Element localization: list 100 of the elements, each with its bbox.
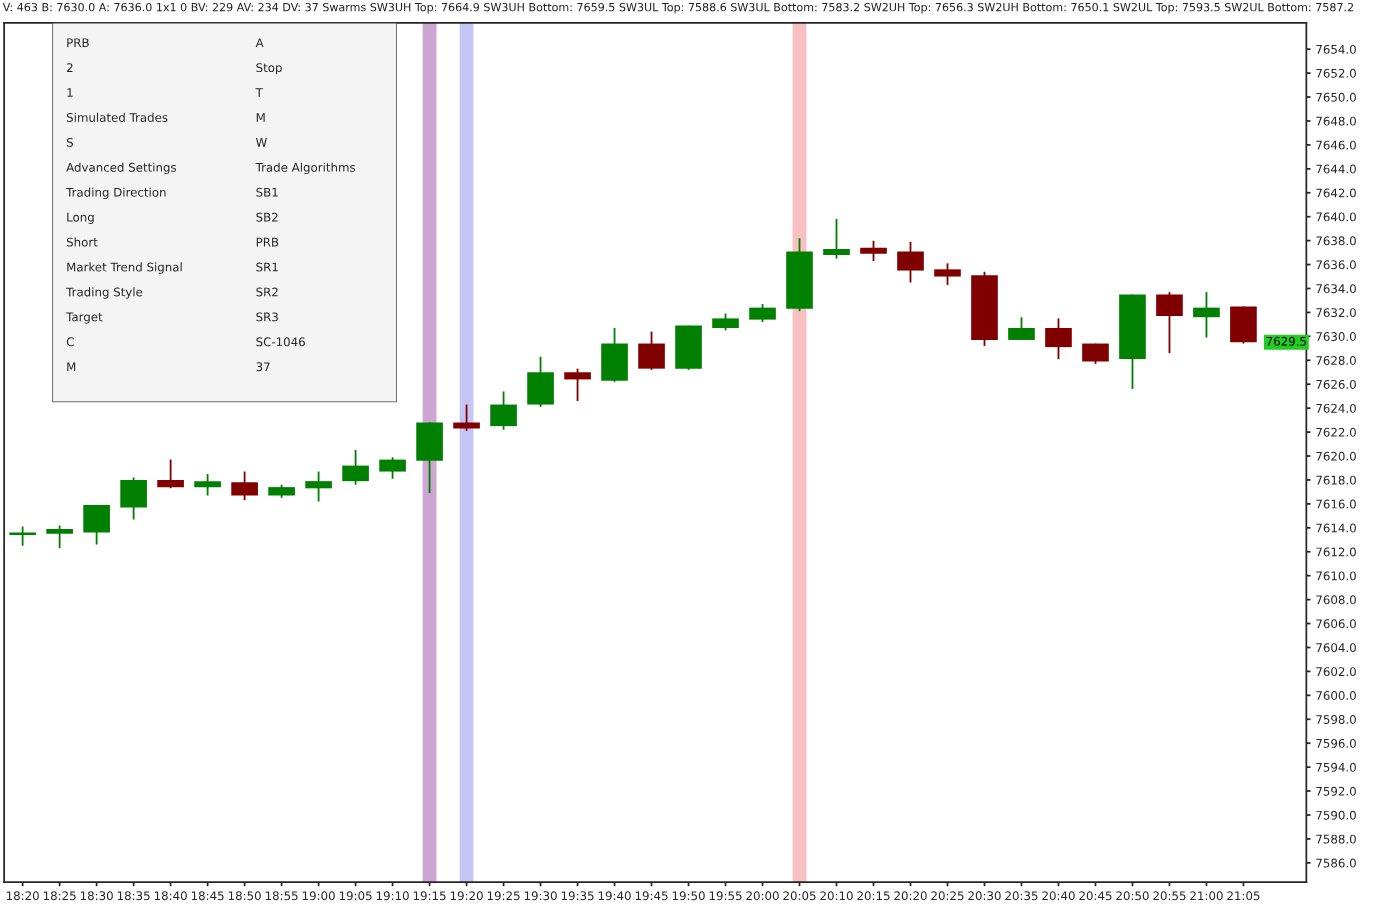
y-tick-label: 7646.0 xyxy=(1316,140,1356,150)
y-tick-label: 7628.0 xyxy=(1316,356,1356,365)
annotation: 7629.5 xyxy=(1266,336,1306,346)
y-tick-label: 7648.0 xyxy=(1316,116,1356,126)
y-tick-label: 7630.0 xyxy=(1316,332,1356,342)
annotation: 2 xyxy=(67,63,73,72)
x-tick-label: 19:25 xyxy=(487,891,520,901)
x-tick-label: 20:15 xyxy=(857,891,890,901)
y-tick-label: 7640.0 xyxy=(1316,212,1356,222)
y-tick-label: 7590.0 xyxy=(1316,810,1356,820)
x-tick-label: 19:00 xyxy=(302,891,335,901)
candlestick xyxy=(860,239,887,262)
annotation: W xyxy=(256,138,267,147)
x-tick-label: 20:10 xyxy=(820,891,853,901)
y-tick-label: 7592.0 xyxy=(1316,786,1356,796)
y-tick-label: 7624.0 xyxy=(1316,403,1356,413)
annotation: SR1 xyxy=(256,262,278,272)
x-tick-label: 21:00 xyxy=(1190,891,1223,901)
candlestick xyxy=(564,367,591,402)
x-tick-label: 20:40 xyxy=(1042,891,1075,901)
y-tick-label: 7650.0 xyxy=(1316,92,1356,102)
y-tick-label: 7636.0 xyxy=(1316,260,1356,270)
y-tick-label: 7626.0 xyxy=(1316,379,1356,389)
x-tick-label: 18:50 xyxy=(228,891,261,901)
y-tick-label: 7612.0 xyxy=(1316,547,1356,557)
annotation: SR3 xyxy=(256,312,278,322)
annotation: Trading Direction xyxy=(66,187,166,199)
chart-title: V: 463 B: 7630.0 A: 7636.0 1x1 0 BV: 229 AV: 234 DV: 37 Swarms SW3UH Top: 7664.9 SW3UH Bottom: 7659.5 SW3UL Top: 7588.6 SW3UL Bottom: 7583.2 SW2UH Top: 7656.3 SW2UH Bottom: 7650.1 SW2UL Top: 7593.5 SW2UL Bottom: 7587.2 xyxy=(2,2,1353,14)
y-tick-label: 7606.0 xyxy=(1316,619,1356,629)
annotation: Stop xyxy=(256,63,282,75)
y-tick-label: 7638.0 xyxy=(1316,236,1356,246)
annotation: Trading Style xyxy=(66,287,143,299)
annotation: Market Trend Signal xyxy=(67,262,182,274)
x-tick-label: 19:20 xyxy=(450,891,483,901)
annotation: SR2 xyxy=(256,287,278,297)
y-tick-label: 7594.0 xyxy=(1316,762,1356,772)
annotation: M xyxy=(256,113,265,122)
y-tick-label: 7614.0 xyxy=(1316,523,1356,533)
annotation: SB2 xyxy=(256,212,278,222)
x-tick-label: 20:25 xyxy=(931,891,964,901)
annotation: 37 xyxy=(256,362,270,372)
x-tick-label: 18:55 xyxy=(265,891,298,901)
annotation: Short xyxy=(66,237,98,247)
x-tick-label: 20:50 xyxy=(1116,891,1149,901)
candlestick xyxy=(157,458,184,490)
x-tick-label: 20:05 xyxy=(783,891,816,901)
x-tick-label: 20:35 xyxy=(1005,891,1038,901)
y-tick-label: 7600.0 xyxy=(1316,691,1356,700)
x-tick-label: 19:50 xyxy=(672,891,705,901)
annotation: Trade Algorithms xyxy=(255,162,356,175)
candlestick xyxy=(823,218,850,260)
x-tick-label: 18:20 xyxy=(6,891,39,901)
annotation: M xyxy=(67,362,76,372)
x-tick-label: 19:15 xyxy=(413,891,446,901)
x-tick-label: 18:45 xyxy=(191,891,224,901)
annotation: C xyxy=(66,337,74,347)
x-tick-label: 20:30 xyxy=(968,891,1001,901)
y-tick-label: 7618.0 xyxy=(1316,475,1356,485)
y-tick-label: 7598.0 xyxy=(1316,715,1356,724)
annotation: 1 xyxy=(67,88,73,97)
x-tick-label: 19:05 xyxy=(339,891,372,901)
candlestick xyxy=(305,470,332,503)
y-tick-label: 7588.0 xyxy=(1316,834,1356,844)
annotation: PRB xyxy=(256,237,279,247)
y-tick-label: 7586.0 xyxy=(1316,858,1356,868)
annotation: Advanced Settings xyxy=(66,162,177,175)
y-tick-label: 7622.0 xyxy=(1316,427,1356,437)
y-tick-label: 7634.0 xyxy=(1316,284,1356,294)
x-tick-label: 18:35 xyxy=(117,891,150,901)
x-tick-label: 18:30 xyxy=(80,891,113,901)
y-tick-label: 7608.0 xyxy=(1316,595,1356,605)
y-tick-label: 7604.0 xyxy=(1316,643,1356,653)
y-tick-label: 7652.0 xyxy=(1316,68,1356,78)
annotation: A xyxy=(255,38,264,47)
x-tick-label: 19:45 xyxy=(635,891,668,901)
x-tick-label: 20:00 xyxy=(746,891,779,901)
y-tick-label: 7644.0 xyxy=(1316,164,1356,174)
y-tick-label: 7620.0 xyxy=(1316,451,1356,461)
y-tick-label: 7596.0 xyxy=(1316,738,1356,748)
annotation: S xyxy=(66,137,73,147)
x-tick-label: 18:40 xyxy=(154,891,187,901)
y-tick-label: 7616.0 xyxy=(1316,499,1356,509)
x-tick-label: 18:25 xyxy=(43,891,76,901)
annotation: SB1 xyxy=(256,187,278,197)
x-tick-label: 19:10 xyxy=(376,891,409,901)
y-tick-label: 7610.0 xyxy=(1316,571,1356,581)
annotation: Long xyxy=(67,212,94,224)
annotation: Target xyxy=(66,312,103,324)
y-tick-label: 7632.0 xyxy=(1316,308,1356,318)
annotation: T xyxy=(255,88,263,97)
x-tick-label: 20:45 xyxy=(1079,891,1112,901)
x-tick-label: 20:55 xyxy=(1153,891,1186,901)
y-tick-label: 7642.0 xyxy=(1316,188,1356,198)
x-tick-label: 19:30 xyxy=(524,891,557,901)
x-tick-label: 20:20 xyxy=(894,891,927,901)
x-tick-label: 21:05 xyxy=(1227,891,1260,901)
annotation: PRB xyxy=(67,38,89,47)
x-tick-label: 19:40 xyxy=(598,891,631,901)
y-tick-label: 7654.0 xyxy=(1316,44,1356,54)
annotation: Simulated Trades xyxy=(66,112,168,122)
